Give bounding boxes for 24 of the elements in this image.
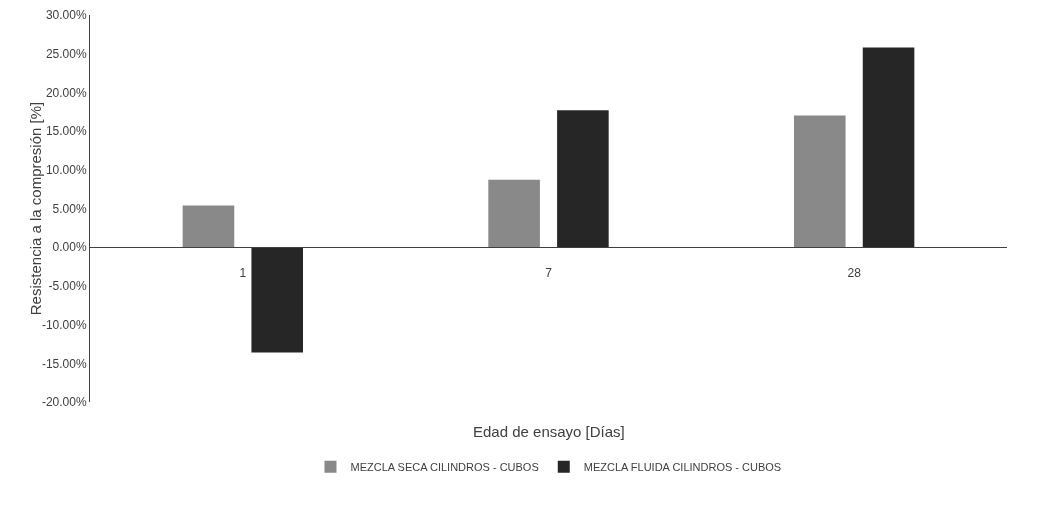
- x-axis-title: Edad de ensayo [Días]: [473, 423, 625, 440]
- x-tick-label: 1: [239, 265, 247, 280]
- y-tick-label: 0.00%: [52, 240, 87, 255]
- bar: [557, 110, 609, 248]
- y-tick-label: 20.00%: [45, 85, 87, 100]
- y-tick-label: -15.00%: [41, 356, 87, 371]
- bar: [488, 179, 540, 248]
- y-tick-label: 30.00%: [45, 8, 87, 23]
- y-axis-title: Resistencia a la compresión [%]: [26, 101, 44, 316]
- y-tick-label: -5.00%: [48, 279, 87, 294]
- legend-label: MEZCLA SECA CILINDROS - CUBOS: [350, 461, 539, 474]
- bar: [862, 47, 915, 248]
- legend-label: MEZCLA FLUIDA CILINDROS - CUBOS: [583, 461, 782, 474]
- bar: [182, 205, 235, 248]
- x-tick-label: 7: [545, 265, 553, 280]
- y-tick-label: -20.00%: [41, 395, 87, 410]
- bar: [793, 115, 846, 248]
- y-tick-label: 5.00%: [52, 201, 87, 216]
- y-tick-label: 25.00%: [45, 46, 87, 61]
- y-tick-label: 15.00%: [45, 124, 87, 139]
- y-tick-label: -10.00%: [41, 317, 87, 332]
- x-tick-label: 28: [847, 265, 862, 280]
- y-tick-label: 10.00%: [45, 163, 87, 177]
- bar: [251, 247, 304, 353]
